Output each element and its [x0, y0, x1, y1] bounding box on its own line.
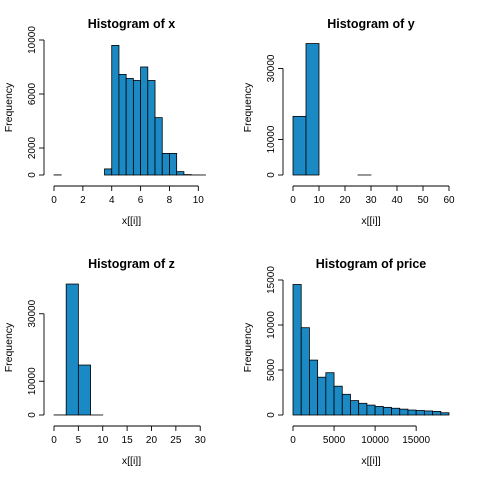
x-tick-label: 0	[51, 435, 57, 446]
histogram-bar	[391, 407, 401, 416]
histogram-bar	[65, 283, 79, 416]
x-tick-label: 50	[417, 195, 429, 206]
chart-title: Histogram of price	[316, 257, 426, 271]
y-tick-label: 10000	[27, 367, 38, 395]
x-tick-label: 20	[339, 195, 351, 206]
x-tick-label: 4	[109, 195, 115, 206]
histogram-bar	[154, 117, 163, 176]
x-tick-label: 5	[76, 435, 82, 446]
histogram-bar	[341, 393, 351, 416]
histogram-bar	[147, 80, 156, 176]
y-axis-label: Frequency	[3, 322, 15, 372]
histogram-bar	[125, 78, 134, 176]
y-tick-label: 0	[27, 172, 38, 178]
chart-title: Histogram of x	[88, 17, 176, 31]
histogram-bar	[350, 400, 360, 416]
histogram-bar	[415, 410, 425, 416]
histogram-bar	[292, 115, 307, 176]
y-tick-label: 10000	[266, 125, 277, 153]
histogram-bar	[140, 66, 149, 176]
y-tick-label: 0	[266, 172, 277, 178]
x-tick-label: 10	[193, 195, 205, 206]
histogram-bar	[305, 43, 320, 176]
x-tick-label: 15000	[402, 435, 430, 446]
x-tick-label: 10	[313, 195, 325, 206]
x-tick-label: 0	[290, 435, 296, 446]
x-tick-label: 20	[146, 435, 158, 446]
histogram-bar	[325, 372, 335, 416]
x-tick-label: 60	[443, 195, 455, 206]
histogram-bar	[309, 359, 319, 416]
x-tick-label: 0	[290, 195, 296, 206]
histogram-bar	[118, 74, 127, 176]
histogram-panel-3: 0 5 10 15 20 25 30 0 10000 30000 Histogram of z x[[…	[3, 257, 206, 467]
chart-title: Histogram of y	[327, 17, 415, 31]
x-tick-label: 6	[138, 195, 144, 206]
histogram-bar	[399, 408, 409, 416]
histogram-bar	[132, 80, 142, 176]
y-tick-label: 10000	[266, 311, 277, 339]
y-axis-label: Frequency	[242, 82, 254, 132]
x-tick-label: 25	[170, 435, 182, 446]
histogram-bar	[374, 406, 384, 416]
histogram-bar	[176, 171, 185, 176]
y-tick-label: 2000	[27, 136, 38, 159]
histogram-bar	[111, 45, 120, 176]
histogram-bar	[440, 412, 450, 416]
x-axis-label: x[[i]]	[361, 215, 380, 227]
histogram-bar	[317, 376, 327, 416]
histogram-bar	[407, 409, 417, 416]
y-tick-label: 30000	[266, 54, 277, 82]
histogram-bar	[169, 152, 178, 176]
x-tick-label: 40	[391, 195, 403, 206]
histogram-bar	[423, 410, 433, 416]
x-tick-label: 2	[80, 195, 86, 206]
y-tick-label: 6000	[27, 82, 38, 105]
x-tick-label: 8	[167, 195, 173, 206]
histogram-panel-1: 0 2 4 6 8 10 0 2000 6000 10000 Histogram of x x[[i]…	[3, 17, 206, 227]
y-axis-label: Frequency	[242, 322, 254, 372]
x-tick-label: 15	[122, 435, 134, 446]
y-tick-label: 5000	[266, 358, 277, 381]
histogram-bar	[432, 410, 442, 416]
x-tick-label: 30	[195, 435, 207, 446]
y-tick-label: 15000	[266, 266, 277, 294]
histogram-bar	[300, 327, 310, 416]
histogram-bar	[366, 404, 376, 416]
x-tick-label: 30	[365, 195, 377, 206]
x-axis-label: x[[i]]	[361, 455, 380, 467]
y-tick-label: 10000	[27, 26, 38, 54]
histogram-panel-2: 0 10 20 30 40 50 60 0 10000 30000 Histogram of y x[…	[242, 17, 455, 227]
histogram-bar	[333, 385, 343, 416]
y-axis-label: Frequency	[3, 82, 15, 132]
histogram-bar	[77, 364, 91, 416]
histogram-bar	[382, 406, 392, 416]
histogram-bar	[161, 152, 170, 176]
y-tick-label: 0	[266, 412, 277, 418]
x-tick-label: 10	[97, 435, 109, 446]
histogram-bar	[292, 284, 302, 416]
x-axis-label: x[[i]]	[122, 455, 141, 467]
y-tick-label: 30000	[27, 299, 38, 327]
x-tick-label: 0	[51, 195, 57, 206]
histogram-panel-4: 0 5000 10000 15000 0 5000 10000 15000 Histogram …	[242, 257, 450, 467]
x-axis-label: x[[i]]	[122, 215, 141, 227]
chart-title: Histogram of z	[88, 257, 175, 271]
y-tick-label: 0	[27, 412, 38, 418]
x-tick-label: 10000	[361, 435, 389, 446]
histogram-bar	[104, 168, 113, 176]
histogram-bar	[358, 402, 368, 416]
x-tick-label: 5000	[323, 435, 346, 446]
